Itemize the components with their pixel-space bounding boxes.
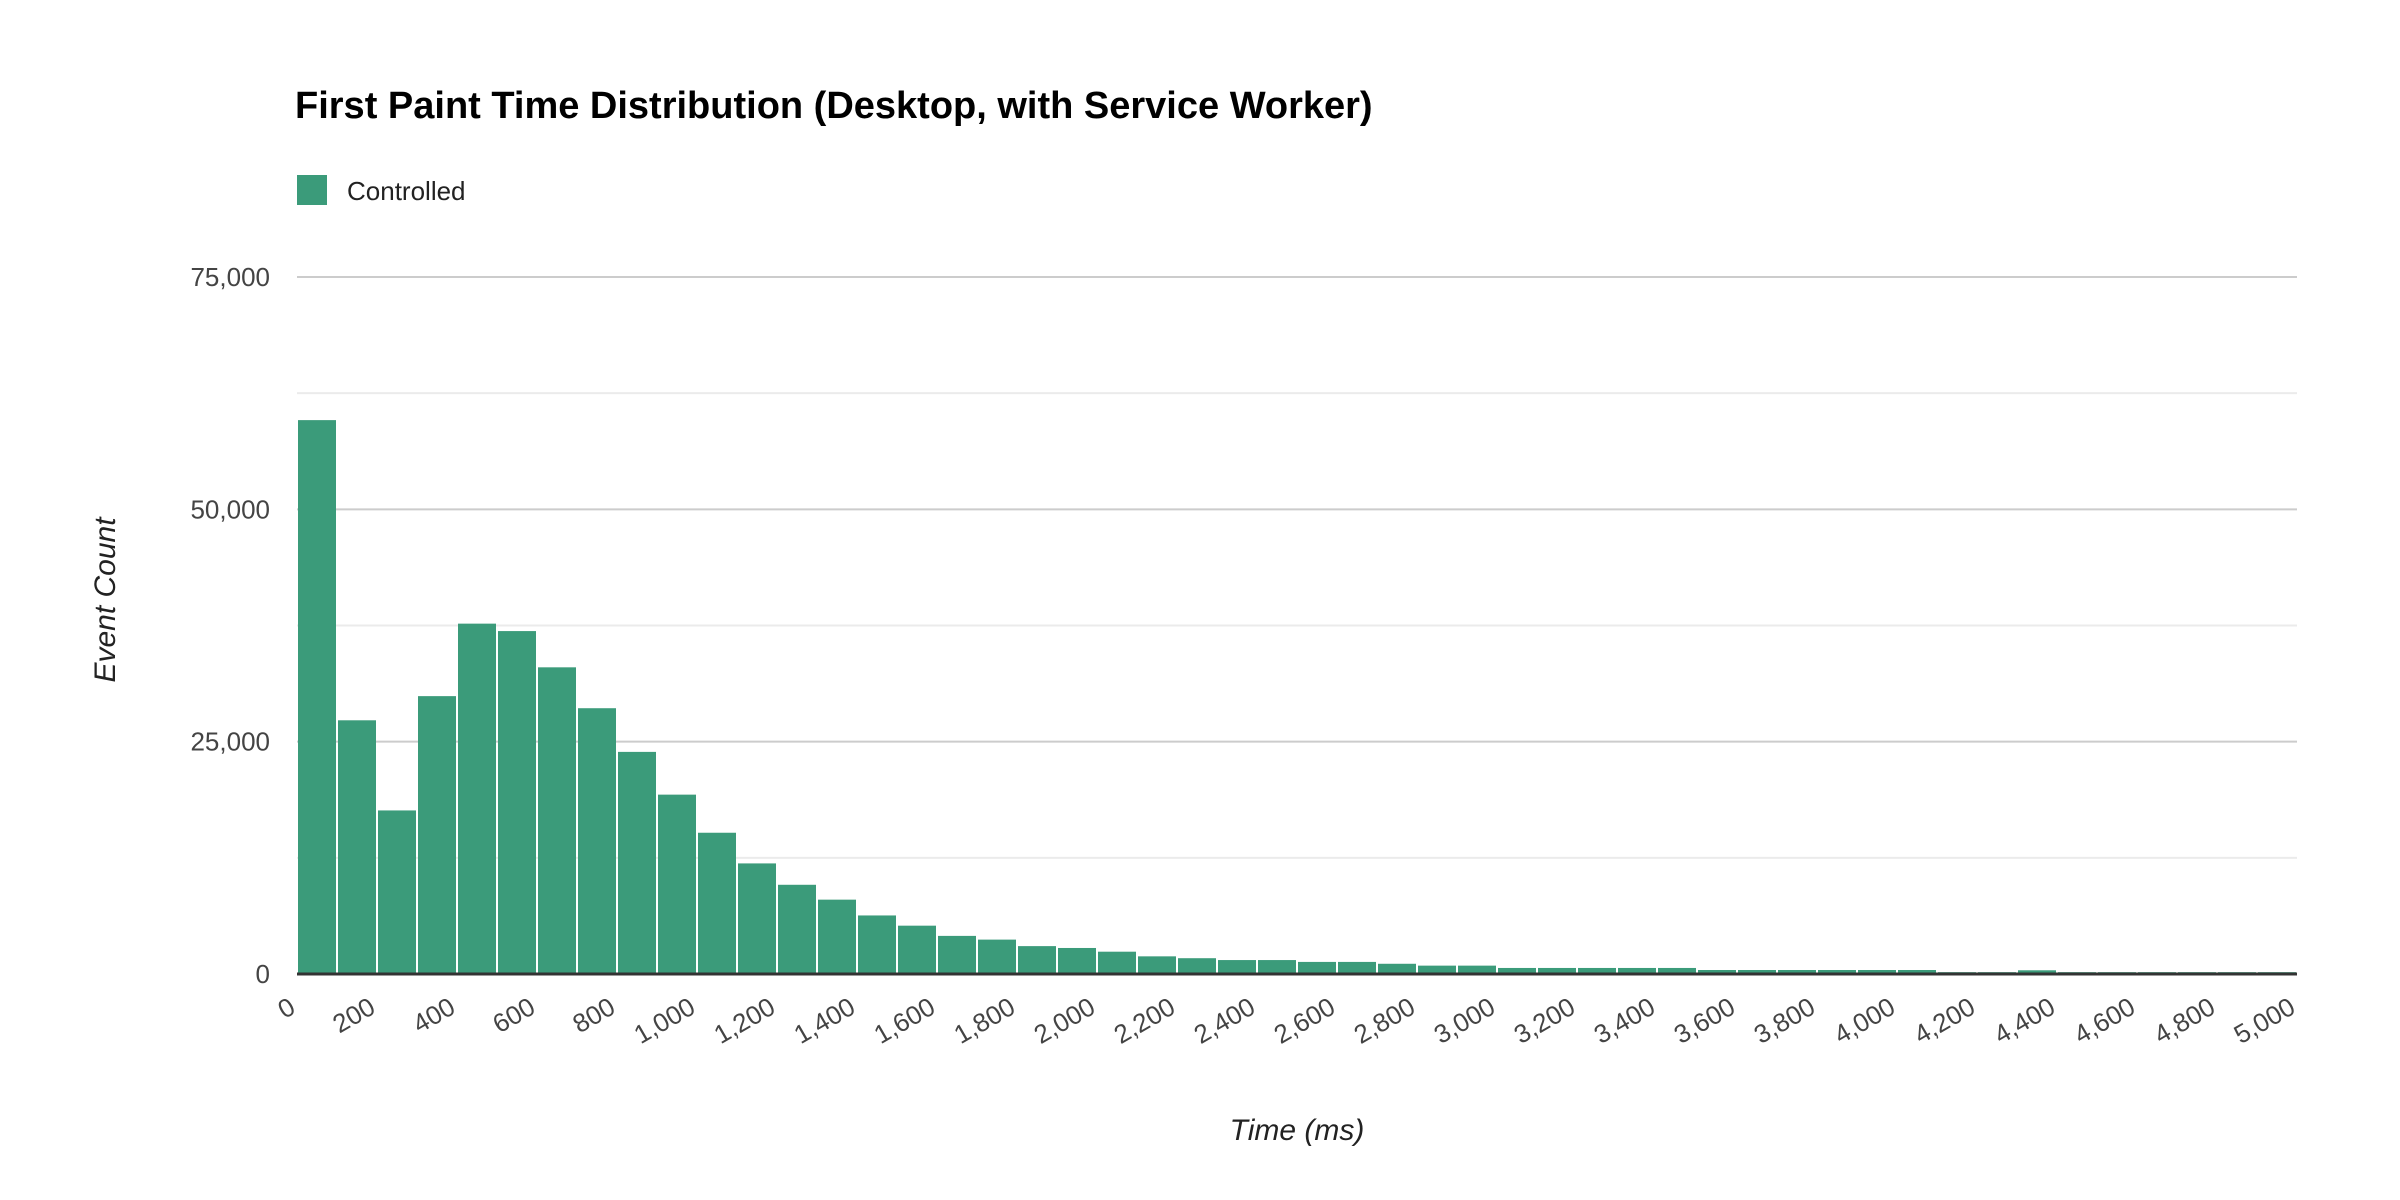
bars [298,420,2296,975]
histogram-bar[interactable] [498,631,536,974]
y-axis-title: Event Count [89,516,122,683]
histogram-bar[interactable] [1138,956,1176,974]
histogram-bar[interactable] [298,420,336,975]
x-tick-label: 800 [567,991,620,1039]
histogram-bar[interactable] [338,720,376,974]
histogram-bar[interactable] [1578,967,1616,974]
x-tick-label: 1,600 [869,991,940,1050]
histogram-bar[interactable] [1738,970,1776,974]
histogram-bar[interactable] [458,623,496,974]
histogram-bar[interactable] [1898,970,1936,974]
x-tick-label: 3,800 [1749,991,1820,1050]
histogram-bar[interactable] [1098,951,1136,974]
x-tick-label: 4,400 [1989,991,2060,1050]
x-tick-label: 200 [327,991,380,1039]
y-tick-label: 75,000 [190,262,270,292]
histogram-bar[interactable] [738,863,776,974]
x-tick-label: 2,000 [1029,991,1100,1050]
histogram-bar[interactable] [898,925,936,974]
histogram-bar[interactable] [1658,967,1696,974]
x-tick-label: 5,000 [2229,991,2300,1050]
x-axis-ticks: 0 200 400 600 800 1,000 1,200 1,400 1,600 1,800 2,… [272,991,2300,1050]
histogram-bar[interactable] [818,899,856,974]
histogram-bar[interactable] [658,794,696,974]
histogram-bar[interactable] [578,708,616,974]
x-tick-label: 2,800 [1349,991,1420,1050]
x-tick-label: 600 [487,991,540,1039]
x-tick-label: 4,000 [1829,991,1900,1050]
x-tick-label: 2,400 [1189,991,1260,1050]
histogram-bar[interactable] [1498,967,1536,974]
x-axis-title: Time (ms) [1230,1114,1365,1147]
histogram-bar[interactable] [1818,970,1856,974]
histogram-bar[interactable] [1298,961,1336,974]
x-tick-label: 3,000 [1429,991,1500,1050]
x-tick-label: 400 [407,991,460,1039]
histogram-bar[interactable] [538,667,576,974]
histogram-bar[interactable] [1338,961,1376,974]
x-tick-label: 2,200 [1109,991,1180,1050]
x-tick-label: 0 [272,991,300,1024]
x-tick-label: 4,800 [2149,991,2220,1050]
y-tick-label: 25,000 [190,727,270,757]
histogram-bar[interactable] [1258,960,1296,974]
x-tick-label: 4,200 [1909,991,1980,1050]
x-tick-label: 3,200 [1509,991,1580,1050]
x-tick-label: 3,600 [1669,991,1740,1050]
histogram-bar[interactable] [978,939,1016,974]
histogram-bar[interactable] [1618,967,1656,974]
histogram-bar[interactable] [1698,970,1736,974]
histogram-bar[interactable] [858,915,896,974]
histogram-bar[interactable] [698,832,736,974]
histogram-bar[interactable] [1058,947,1096,974]
chart-title: First Paint Time Distribution (Desktop, … [295,85,1373,127]
histogram-bar[interactable] [1378,963,1416,974]
y-axis-ticks: 0 25,000 50,000 75,000 [190,262,270,989]
histogram-bar[interactable] [1858,970,1896,974]
x-tick-label: 1,400 [789,991,860,1050]
y-tick-label: 50,000 [190,494,270,524]
y-tick-label: 0 [256,959,270,989]
x-tick-label: 3,400 [1589,991,1660,1050]
gridlines [297,276,2297,859]
histogram-bar[interactable] [1018,946,1056,974]
legend-swatch-controlled [297,175,327,205]
x-tick-label: 1,800 [949,991,1020,1050]
histogram-bar[interactable] [1458,965,1496,974]
x-tick-label: 1,000 [629,991,700,1050]
histogram-bar[interactable] [938,935,976,974]
histogram-bar[interactable] [378,810,416,974]
histogram-bar[interactable] [1178,958,1216,974]
x-tick-label: 4,600 [2069,991,2140,1050]
histogram-bar[interactable] [418,696,456,974]
histogram-bar[interactable] [1778,970,1816,974]
histogram-bar[interactable] [1538,967,1576,974]
x-tick-label: 1,200 [709,991,780,1050]
x-tick-label: 2,600 [1269,991,1340,1050]
histogram-bar[interactable] [2018,970,2056,974]
histogram-bar[interactable] [778,884,816,974]
legend-label-controlled: Controlled [347,176,466,206]
histogram-bar[interactable] [618,751,656,974]
histogram-bar[interactable] [1218,960,1256,974]
histogram-bar[interactable] [1418,965,1456,974]
legend[interactable]: Controlled [297,175,466,206]
